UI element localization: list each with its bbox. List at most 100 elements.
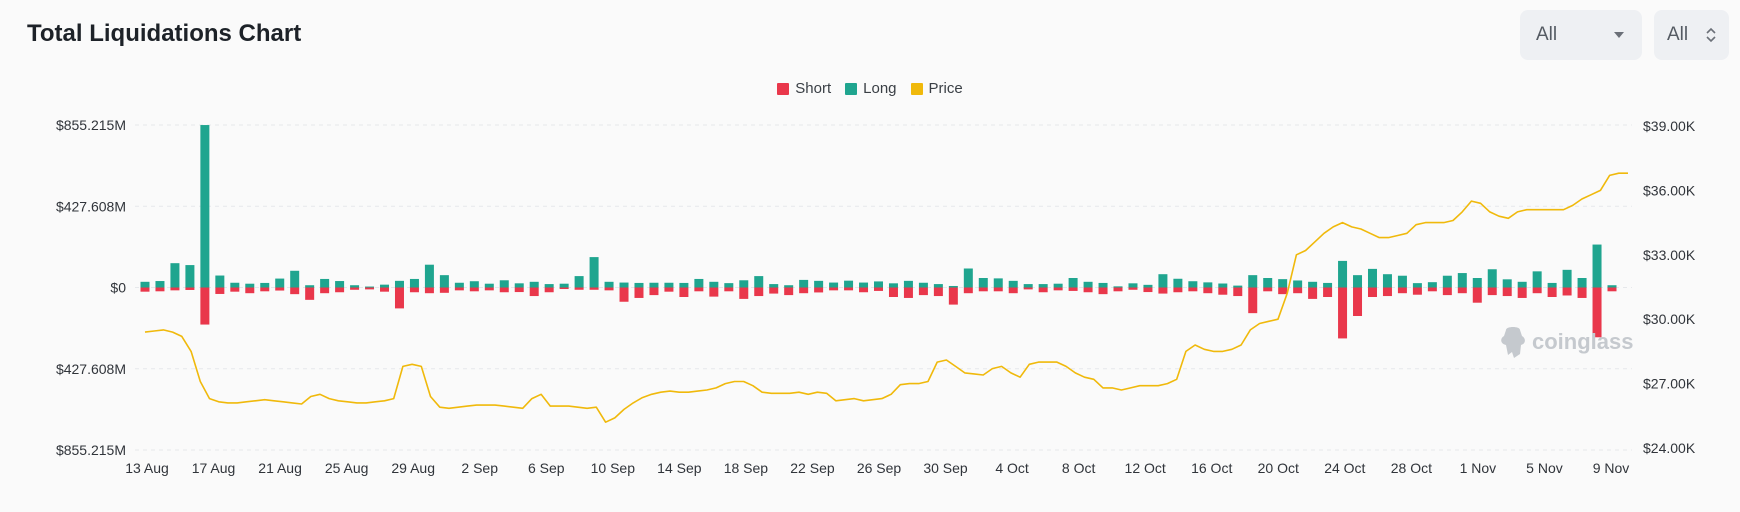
bar-short — [1293, 287, 1303, 294]
bar-long — [874, 281, 883, 288]
bar-short — [918, 287, 928, 296]
bar-long — [1382, 274, 1392, 288]
bar-long — [424, 264, 434, 288]
bar-short — [859, 287, 869, 293]
bar-long — [1248, 275, 1258, 288]
bar-short — [1158, 287, 1168, 294]
bar-short — [1203, 287, 1213, 294]
bar-long — [933, 284, 943, 288]
bar-short — [1188, 287, 1198, 292]
chart-title: Total Liquidations Chart — [27, 20, 302, 47]
bar-short — [1173, 287, 1183, 293]
x-tick-label: 5 Nov — [1526, 460, 1563, 476]
bar-long — [454, 282, 464, 288]
bar-short — [394, 287, 404, 309]
bar-short — [829, 287, 839, 291]
legend-item-short[interactable]: Short — [777, 80, 831, 97]
bar-long — [1457, 273, 1467, 288]
bar-long — [290, 270, 300, 288]
bar-long — [1053, 283, 1063, 288]
bar-short — [664, 287, 674, 292]
x-tick-label: 22 Sep — [790, 460, 835, 476]
price-line — [144, 172, 1628, 423]
y-left-tick-label: $427.608M — [56, 198, 126, 214]
legend-item-long[interactable]: Long — [845, 80, 897, 97]
bar-short — [574, 287, 584, 290]
bar-long — [260, 282, 270, 288]
bar-short — [978, 287, 988, 292]
bar-long — [1023, 284, 1033, 288]
bar-short — [1248, 287, 1258, 314]
bar-long — [439, 275, 449, 288]
bar-long — [275, 278, 285, 288]
x-tick-label: 4 Oct — [995, 460, 1029, 476]
bar-long — [993, 278, 1003, 288]
bar-short — [529, 287, 539, 297]
x-tick-label: 26 Sep — [857, 460, 902, 476]
bar-long — [918, 282, 928, 288]
bar-short — [589, 287, 599, 290]
bar-short — [290, 287, 300, 295]
bar-long — [544, 284, 554, 288]
bar-long — [1412, 283, 1422, 288]
x-tick-label: 21 Aug — [258, 460, 302, 476]
bar-short — [215, 287, 225, 294]
y-right-tick-label: $33.00K — [1643, 247, 1696, 263]
y-right-tick-label: $36.00K — [1643, 182, 1696, 198]
bar-long — [754, 276, 764, 288]
bar-short — [170, 287, 180, 291]
bar-short — [1113, 287, 1123, 292]
bar-long — [514, 283, 524, 288]
bar-short — [1532, 287, 1542, 294]
bar-short — [365, 287, 375, 290]
bar-short — [1382, 287, 1392, 297]
bar-short — [350, 287, 360, 290]
legend-item-price[interactable]: Price — [910, 80, 963, 97]
bar-long — [185, 265, 195, 288]
bar-short — [275, 287, 285, 291]
bar-short — [499, 287, 509, 293]
bar-long — [1502, 279, 1512, 288]
bar-long — [1397, 275, 1407, 288]
bar-short — [634, 287, 644, 298]
time-range-select[interactable]: All — [1520, 10, 1642, 60]
bar-short — [724, 287, 734, 292]
y-right-tick-label: $30.00K — [1643, 311, 1696, 327]
bar-long — [604, 281, 614, 288]
bar-long — [365, 286, 375, 288]
bar-long — [305, 285, 315, 288]
bar-short — [514, 287, 524, 293]
x-tick-label: 20 Oct — [1258, 460, 1299, 476]
bar-long — [739, 280, 749, 288]
x-tick-label: 25 Aug — [325, 460, 369, 476]
bar-short — [1517, 287, 1527, 298]
bar-short — [1592, 287, 1602, 338]
coin-select[interactable]: All — [1654, 10, 1729, 60]
bar-long — [1308, 281, 1318, 288]
bar-short — [200, 287, 210, 325]
bar-long — [559, 283, 569, 288]
bar-short — [1412, 287, 1422, 295]
bar-short — [709, 287, 719, 297]
bar-short — [230, 287, 240, 292]
bar-short — [140, 287, 150, 292]
x-tick-label: 18 Sep — [724, 460, 769, 476]
bar-short — [1607, 287, 1617, 292]
bar-short — [1353, 287, 1363, 317]
bar-short — [1487, 287, 1497, 296]
chevron-down-icon — [1614, 32, 1624, 38]
y-right-tick-label: $24.00K — [1643, 440, 1696, 456]
bar-long — [200, 125, 210, 288]
bar-short — [424, 287, 434, 294]
bar-long — [1188, 281, 1198, 288]
bar-long — [394, 280, 404, 288]
watermark-text: coinglass — [1532, 329, 1634, 354]
x-tick-label: 16 Oct — [1191, 460, 1232, 476]
bar-short — [604, 287, 614, 291]
bar-short — [1263, 287, 1273, 292]
bar-long — [350, 285, 360, 288]
y-right-tick-label: $39.00K — [1643, 118, 1696, 134]
bar-short — [903, 287, 913, 298]
bar-long — [634, 282, 644, 288]
